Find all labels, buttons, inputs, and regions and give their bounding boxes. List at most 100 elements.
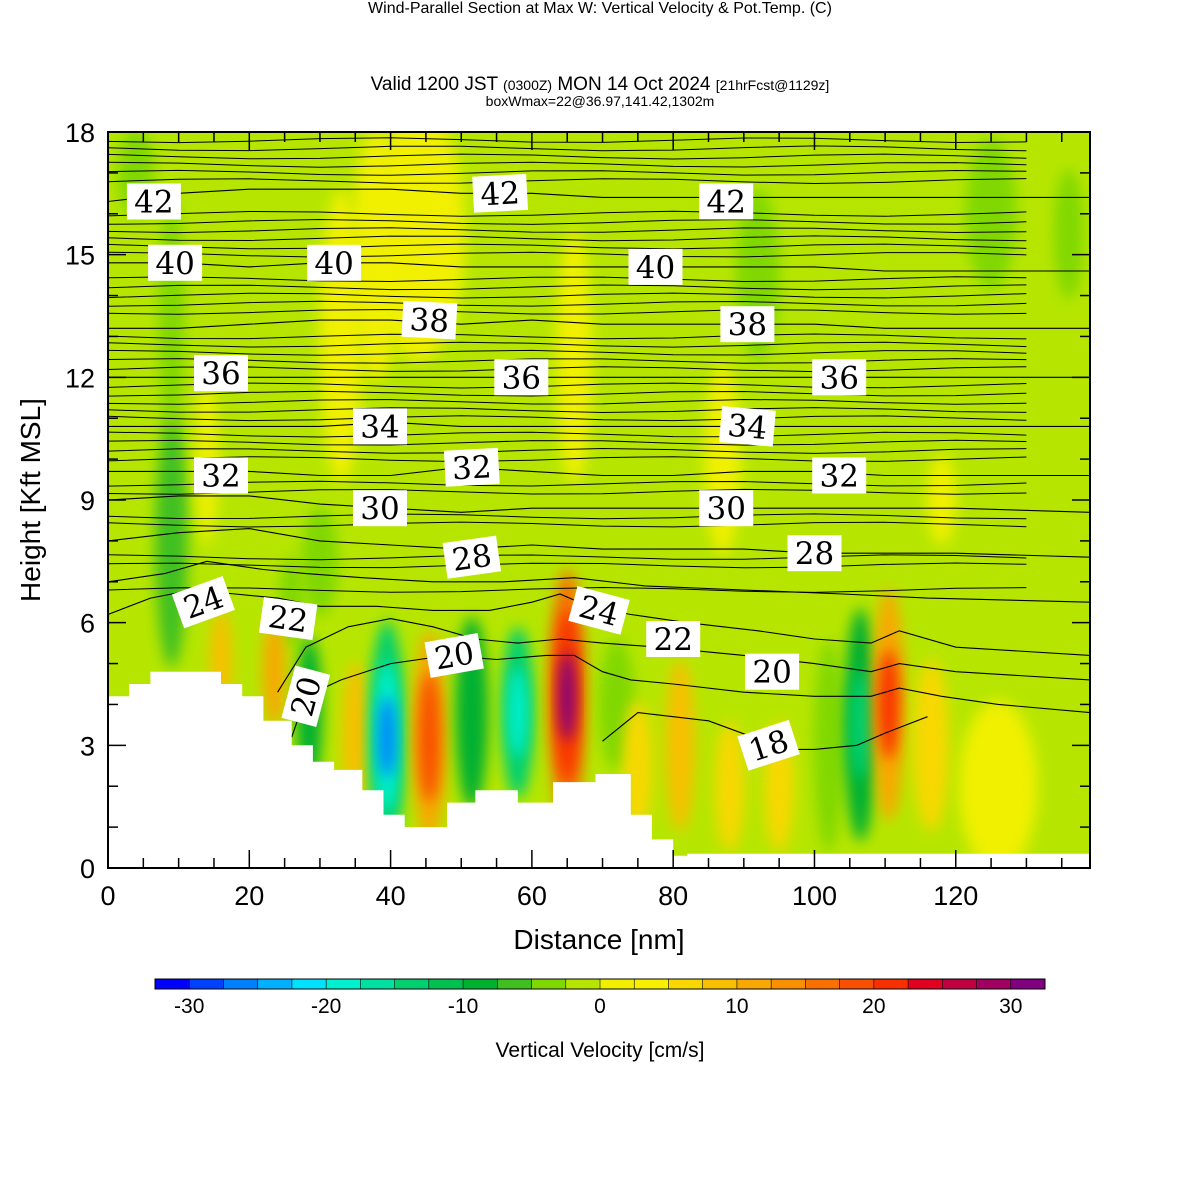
velocity-cell [912, 659, 950, 832]
theta-contour [108, 456, 1027, 463]
colorbar-swatch [976, 979, 1012, 989]
velocity-cell [556, 230, 593, 484]
theta-contour [108, 554, 1027, 561]
theta-contour [108, 161, 1027, 168]
x-tick-label: 100 [792, 881, 837, 911]
contour-label: 30 [699, 490, 754, 527]
colorbar-swatch [942, 979, 977, 989]
terrain-profile [108, 671, 1090, 868]
theta-contour [108, 300, 1027, 307]
contour-label: 20 [745, 653, 800, 691]
contour-label-text: 28 [450, 538, 494, 579]
theta-contour [108, 466, 1090, 477]
chart-title-units: (C) [809, 0, 832, 17]
colorbar-swatch [565, 979, 601, 989]
theta-contour [108, 235, 1027, 242]
contour-label-text: 20 [432, 635, 477, 677]
theta-contour [108, 188, 1090, 203]
contour-label-box [442, 535, 502, 579]
theta-contour [108, 178, 1027, 185]
contour-label-box [699, 490, 754, 527]
velocity-cell [158, 199, 185, 433]
theta-contour [108, 210, 1027, 217]
contour-labels: 42 42 42 40 40 40 38 38 36 36 36 34 34 32 32 32 30 30 28 28… [126, 173, 867, 771]
y-tick-label: 9 [80, 486, 95, 516]
colorbar-swatch [291, 979, 327, 989]
colorbar: -30 -20 -10 0 10 20 30 [154, 978, 1046, 1018]
contour-label: 28 [787, 535, 842, 572]
theta-contour [108, 431, 1027, 438]
colorbar-swatch [463, 979, 498, 989]
theta-contour [108, 390, 1027, 397]
colorbar-swatch [155, 979, 190, 989]
contour-label-text: 40 [155, 246, 194, 282]
contour-label-box [194, 355, 248, 392]
velocity-cell [418, 671, 441, 803]
contour-label: 22 [258, 597, 318, 641]
theta-contour [602, 712, 928, 750]
contour-label-box [126, 183, 181, 220]
contour-label-text: 32 [451, 449, 492, 487]
contour-label-box [424, 632, 484, 678]
velocity-cell [965, 138, 1017, 290]
theta-contour [108, 495, 1090, 513]
contour-label: 42 [126, 183, 181, 221]
contour-label-box [443, 447, 500, 487]
contour-label-text: 32 [201, 459, 240, 495]
plot-area: 42 42 42 40 40 40 38 38 36 36 36 34 34 32 32 32 30 30 28 28… [107, 131, 1091, 869]
colorbar-tick-label: 10 [725, 995, 748, 1018]
colorbar-tick-label: 0 [594, 995, 606, 1018]
y-axis-title: Height [Kft MSL] [15, 398, 46, 602]
theta-contour [277, 618, 1090, 693]
colorbar-title: Vertical Velocity [cm/s] [496, 1039, 705, 1062]
theta-contour [108, 398, 1027, 405]
colorbar-swatch [702, 979, 738, 989]
theta-contour [108, 421, 1090, 427]
contour-label-text: 40 [314, 246, 353, 282]
contour-label-text: 36 [502, 360, 541, 396]
velocity-cell [262, 616, 286, 727]
contour-label-box [812, 457, 867, 494]
contour-label: 32 [443, 447, 500, 487]
y-tick-label: 12 [65, 363, 95, 393]
contour-label-text: 36 [201, 356, 240, 392]
box-wmax-info: boxWmax=22@36.97,141.42,1302m [485, 93, 715, 109]
colorbar-tick-label: 20 [862, 995, 885, 1018]
contour-label-box [646, 621, 701, 657]
velocity-cell [958, 700, 1038, 868]
contour-label: 30 [353, 490, 407, 527]
contour-label: 34 [353, 408, 407, 445]
colorbar-swatch [326, 979, 361, 989]
contour-label-text: 32 [819, 459, 858, 495]
x-tick-label: 80 [658, 881, 688, 911]
colorbar-swatch [805, 979, 841, 989]
contour-label: 40 [148, 244, 203, 282]
theta-contour [108, 513, 1027, 520]
colorbar-tick-label: -30 [174, 995, 204, 1018]
colorbar-swatch [223, 979, 259, 989]
contour-label: 20 [281, 665, 331, 728]
contour-label-text: 38 [409, 302, 450, 340]
contour-label-text: 34 [726, 408, 768, 447]
contour-label-box [737, 719, 800, 771]
x-tick-label: 120 [933, 881, 978, 911]
contour-label-box [568, 586, 630, 635]
x-axis: 0 20 40 60 80 100 120 [100, 132, 1063, 911]
contour-label-box [745, 653, 800, 690]
contour-label-box [353, 408, 407, 445]
contour-label-text: 20 [752, 655, 791, 691]
x-tick-label: 40 [376, 881, 406, 911]
theta-contour [108, 227, 1027, 234]
colorbar-swatch [497, 979, 532, 989]
colorbar-swatch [668, 979, 704, 989]
x-axis-title: Distance [nm] [513, 924, 684, 955]
velocity-cell [850, 669, 871, 781]
colorbar-swatch [428, 979, 464, 989]
theta-contour [108, 382, 1027, 389]
theta-contour [108, 276, 1027, 283]
colorbar-swatch [634, 979, 669, 989]
velocity-cell [814, 639, 844, 852]
contour-label-text: 28 [795, 536, 834, 572]
x-tick-label: 60 [517, 881, 547, 911]
